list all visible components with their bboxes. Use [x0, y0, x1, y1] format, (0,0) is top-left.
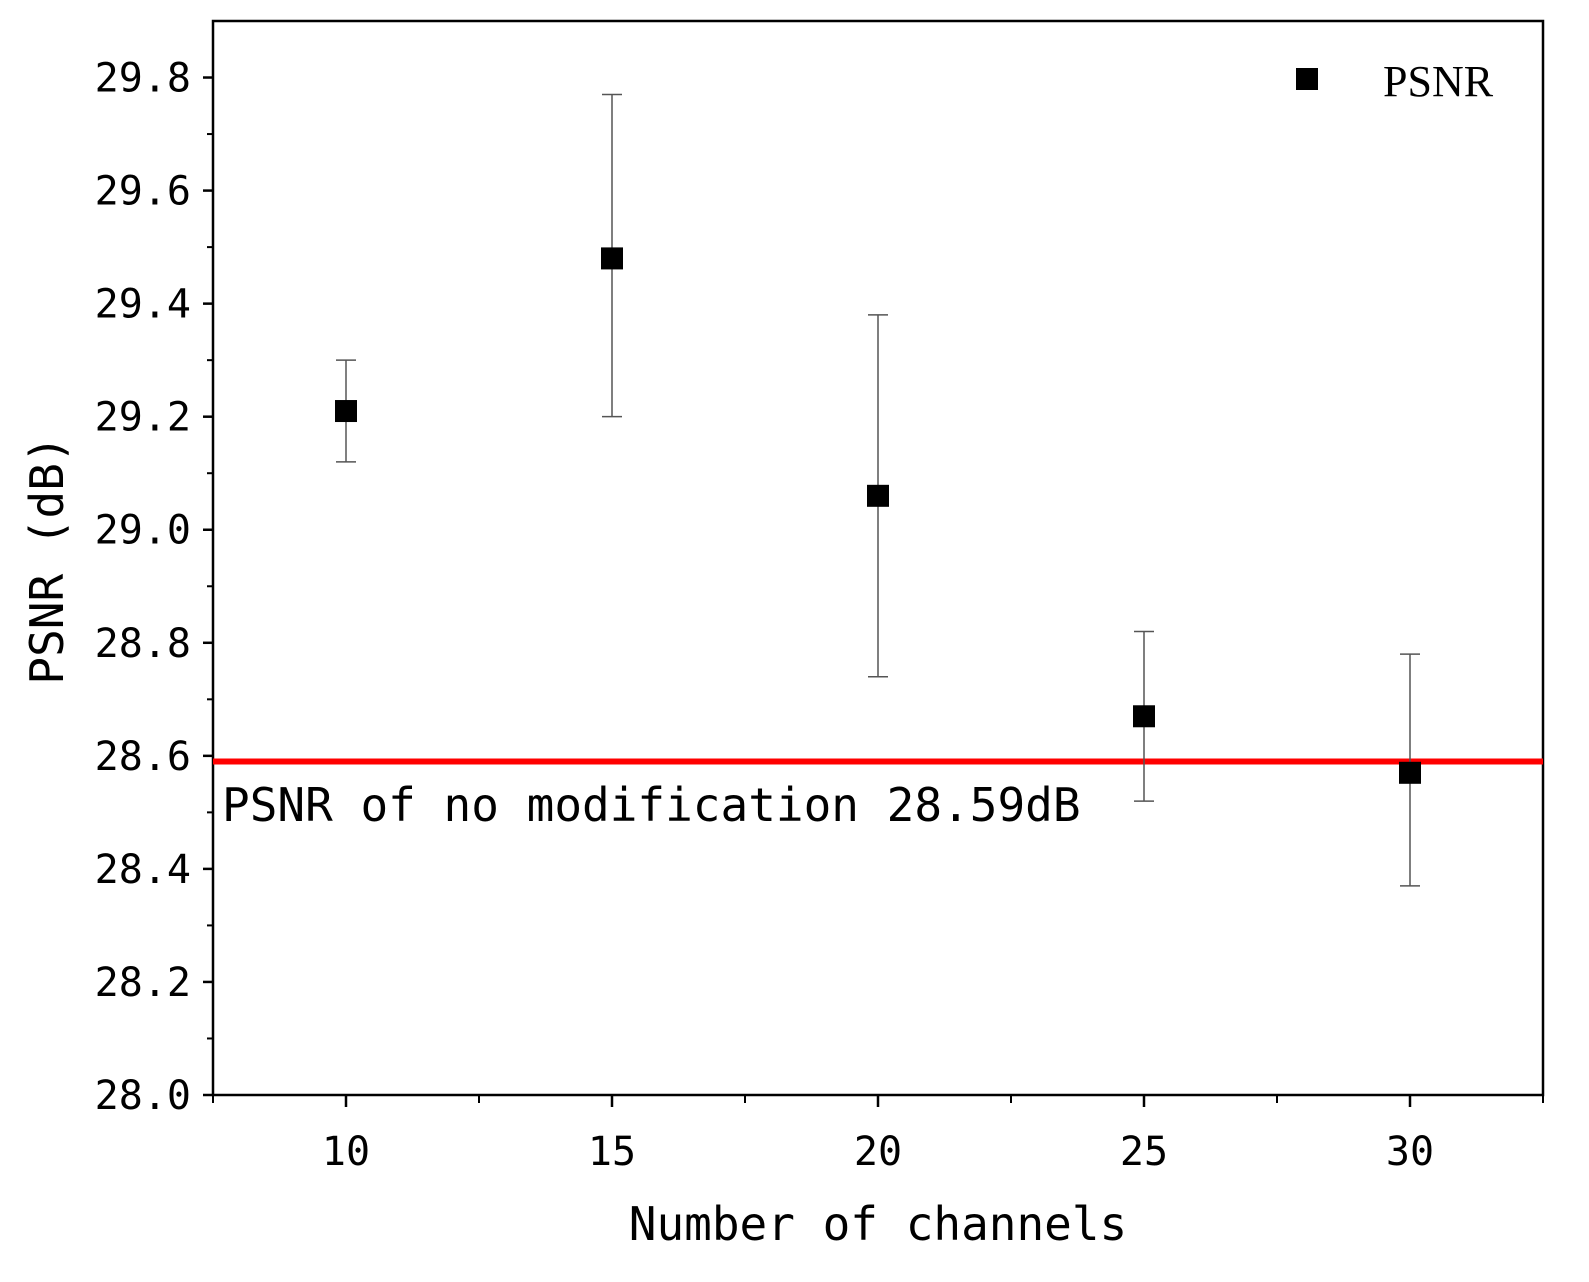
data-point-group: [1399, 653, 1421, 887]
x-tick-label: 10: [322, 1129, 370, 1175]
legend: PSNR: [1296, 57, 1494, 106]
y-tick-label: 28.6: [95, 734, 191, 780]
x-axis-ticks: 10 15 20 25 30: [212, 1095, 1544, 1175]
data-point: [335, 400, 357, 423]
y-axis-title: PSNR (dB): [20, 435, 74, 684]
y-tick-label: 28.2: [95, 960, 191, 1006]
data-point: [601, 247, 623, 270]
data-point-group: [867, 314, 889, 678]
y-tick-label: 29.0: [95, 508, 191, 554]
data-point: [1133, 705, 1155, 728]
x-tick-label: 20: [854, 1129, 902, 1175]
y-tick-label: 28.0: [95, 1073, 191, 1119]
y-tick-label: 29.2: [95, 395, 191, 441]
x-tick-label: 15: [588, 1129, 636, 1175]
psnr-series: [335, 93, 1421, 887]
data-point-group: [335, 359, 357, 463]
data-point: [867, 484, 889, 507]
y-tick-label: 29.8: [95, 56, 191, 102]
y-tick-label: 28.8: [95, 621, 191, 667]
data-point: [1399, 761, 1421, 784]
y-tick-label: 29.4: [95, 282, 191, 328]
legend-label: PSNR: [1383, 57, 1494, 106]
y-tick-label: 28.4: [95, 847, 191, 893]
data-point-group: [1133, 630, 1155, 802]
y-tick-label: 29.6: [95, 169, 191, 215]
reference-line-label: PSNR of no modification 28.59dB: [222, 778, 1081, 832]
legend-marker: [1296, 68, 1318, 90]
data-point-group: [601, 93, 623, 418]
x-tick-label: 25: [1120, 1129, 1168, 1175]
x-axis-title: Number of channels: [629, 1197, 1128, 1251]
y-axis-ticks: 28.0 28.2 28.4 28.6 28.8 29.0 29.2 29.4 29.6 29.8: [95, 56, 213, 1119]
x-tick-label: 30: [1386, 1129, 1434, 1175]
